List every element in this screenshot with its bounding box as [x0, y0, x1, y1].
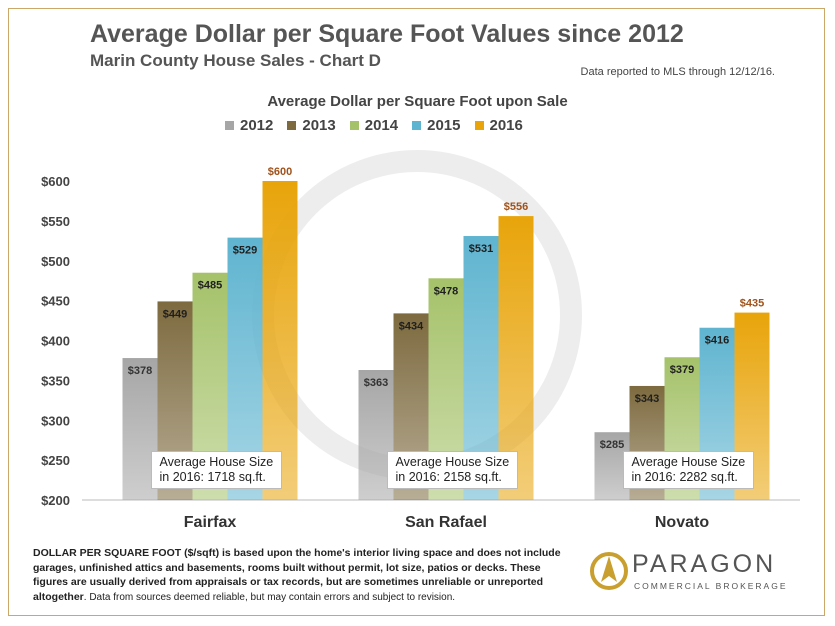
- x-category-label: San Rafael: [405, 514, 487, 531]
- y-tick-label: $300: [41, 413, 70, 428]
- y-tick-label: $550: [41, 214, 70, 229]
- data-label: $531: [469, 243, 493, 255]
- y-tick-label: $350: [41, 373, 70, 388]
- page-title: Average Dollar per Square Foot Values si…: [90, 20, 684, 48]
- legend-swatch: [225, 121, 234, 130]
- y-tick-label: $450: [41, 294, 70, 309]
- legend-swatch: [412, 121, 422, 130]
- data-label: $478: [434, 285, 458, 297]
- legend-swatch: [349, 121, 359, 130]
- house-size-note-line: Average House Size: [395, 455, 510, 469]
- chart-legend: 2012 2013 2014 2015 2016: [225, 117, 523, 134]
- paragon-logo: PARAGON COMMERCIAL BROKERAGE: [590, 548, 810, 598]
- legend-item-2014: 2014: [349, 117, 399, 134]
- house-size-note: Average House Size in 2016: 2158 sq.ft.: [386, 451, 519, 489]
- x-category-label: Fairfax: [184, 514, 237, 531]
- data-label: $343: [635, 393, 659, 405]
- chart-frame: [8, 8, 825, 616]
- data-label: $363: [364, 377, 388, 389]
- report-date-note: Data reported to MLS through 12/12/16.: [580, 66, 775, 78]
- data-label: $416: [705, 335, 729, 347]
- data-label: $285: [600, 439, 624, 451]
- legend-label: 2013: [302, 117, 336, 134]
- logo-tagline: COMMERCIAL BROKERAGE: [634, 581, 788, 591]
- x-category-label: Novato: [655, 514, 709, 531]
- house-size-note: Average House Size in 2016: 2282 sq.ft.: [622, 451, 755, 489]
- y-tick-label: $500: [41, 254, 70, 269]
- footnote: DOLLAR PER SQUARE FOOT ($/sqft) is based…: [33, 546, 568, 605]
- legend-label: 2012: [240, 117, 274, 134]
- data-label: $435: [740, 298, 764, 310]
- page-subtitle: Marin County House Sales - Chart D: [90, 51, 381, 70]
- data-label: $556: [504, 201, 528, 213]
- legend-item-2016: 2016: [474, 117, 523, 134]
- paragon-logo-icon: [590, 552, 628, 590]
- house-size-note-line: in 2016: 2282 sq.ft.: [631, 470, 738, 484]
- y-tick-label: $250: [41, 453, 70, 468]
- data-label: $449: [163, 308, 187, 320]
- legend-label: 2015: [427, 117, 461, 134]
- y-tick-label: $400: [41, 334, 70, 349]
- chart-title: Average Dollar per Square Foot upon Sale: [267, 93, 568, 110]
- data-label: $600: [268, 166, 292, 178]
- legend-swatch: [287, 121, 297, 130]
- bar-2016: [262, 181, 298, 500]
- house-size-note-line: Average House Size: [631, 455, 746, 469]
- legend-item-2012: 2012: [225, 117, 273, 134]
- data-label: $379: [670, 364, 694, 376]
- house-size-note: Average House Size in 2016: 1718 sq.ft.: [150, 451, 283, 489]
- house-size-note-line: in 2016: 2158 sq.ft.: [395, 470, 502, 484]
- legend-swatch: [474, 121, 484, 130]
- data-label: $378: [128, 365, 152, 377]
- legend-label: 2014: [364, 117, 399, 134]
- legend-label: 2016: [489, 117, 523, 134]
- footnote-definition: DOLLAR PER SQUARE FOOT ($/sqft) is based…: [33, 547, 561, 603]
- data-label: $434: [399, 320, 424, 332]
- data-label: $529: [233, 245, 257, 257]
- legend-item-2015: 2015: [412, 117, 461, 134]
- y-tick-label: $200: [41, 493, 70, 508]
- logo-name: PARAGON: [632, 550, 777, 578]
- house-size-note-line: Average House Size: [159, 455, 274, 469]
- data-label: $485: [198, 280, 222, 292]
- footnote-source: . Data from sources deemed reliable, but…: [83, 591, 456, 603]
- house-size-note-line: in 2016: 1718 sq.ft.: [159, 470, 266, 484]
- legend-item-2013: 2013: [287, 117, 336, 134]
- y-tick-label: $600: [41, 174, 70, 189]
